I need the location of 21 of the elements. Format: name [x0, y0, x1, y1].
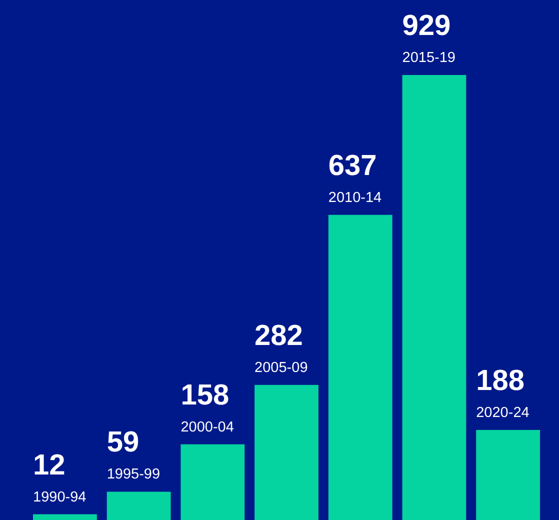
data-label: 188 [476, 364, 525, 397]
x-tick-label: 2015-19 [402, 50, 456, 66]
x-tick-label: 2000-04 [180, 419, 234, 436]
data-label: 637 [328, 150, 377, 182]
data-label: 282 [254, 320, 303, 352]
data-label: 929 [402, 10, 451, 42]
data-label: 12 [33, 449, 66, 482]
x-tick-label: 2020-24 [476, 404, 530, 421]
x-tick-label: 2005-09 [254, 360, 308, 376]
bar [106, 492, 171, 520]
data-label: 59 [106, 426, 140, 459]
bar [402, 75, 466, 520]
x-tick-label: 1995-99 [106, 466, 160, 483]
x-tick-label: 2010-14 [328, 190, 382, 206]
bar [180, 444, 245, 520]
bar [328, 214, 392, 520]
x-tick-label: 1990-94 [33, 489, 86, 506]
bar [476, 430, 540, 520]
bar [33, 514, 97, 520]
data-label: 158 [180, 379, 230, 412]
bar [254, 384, 318, 520]
